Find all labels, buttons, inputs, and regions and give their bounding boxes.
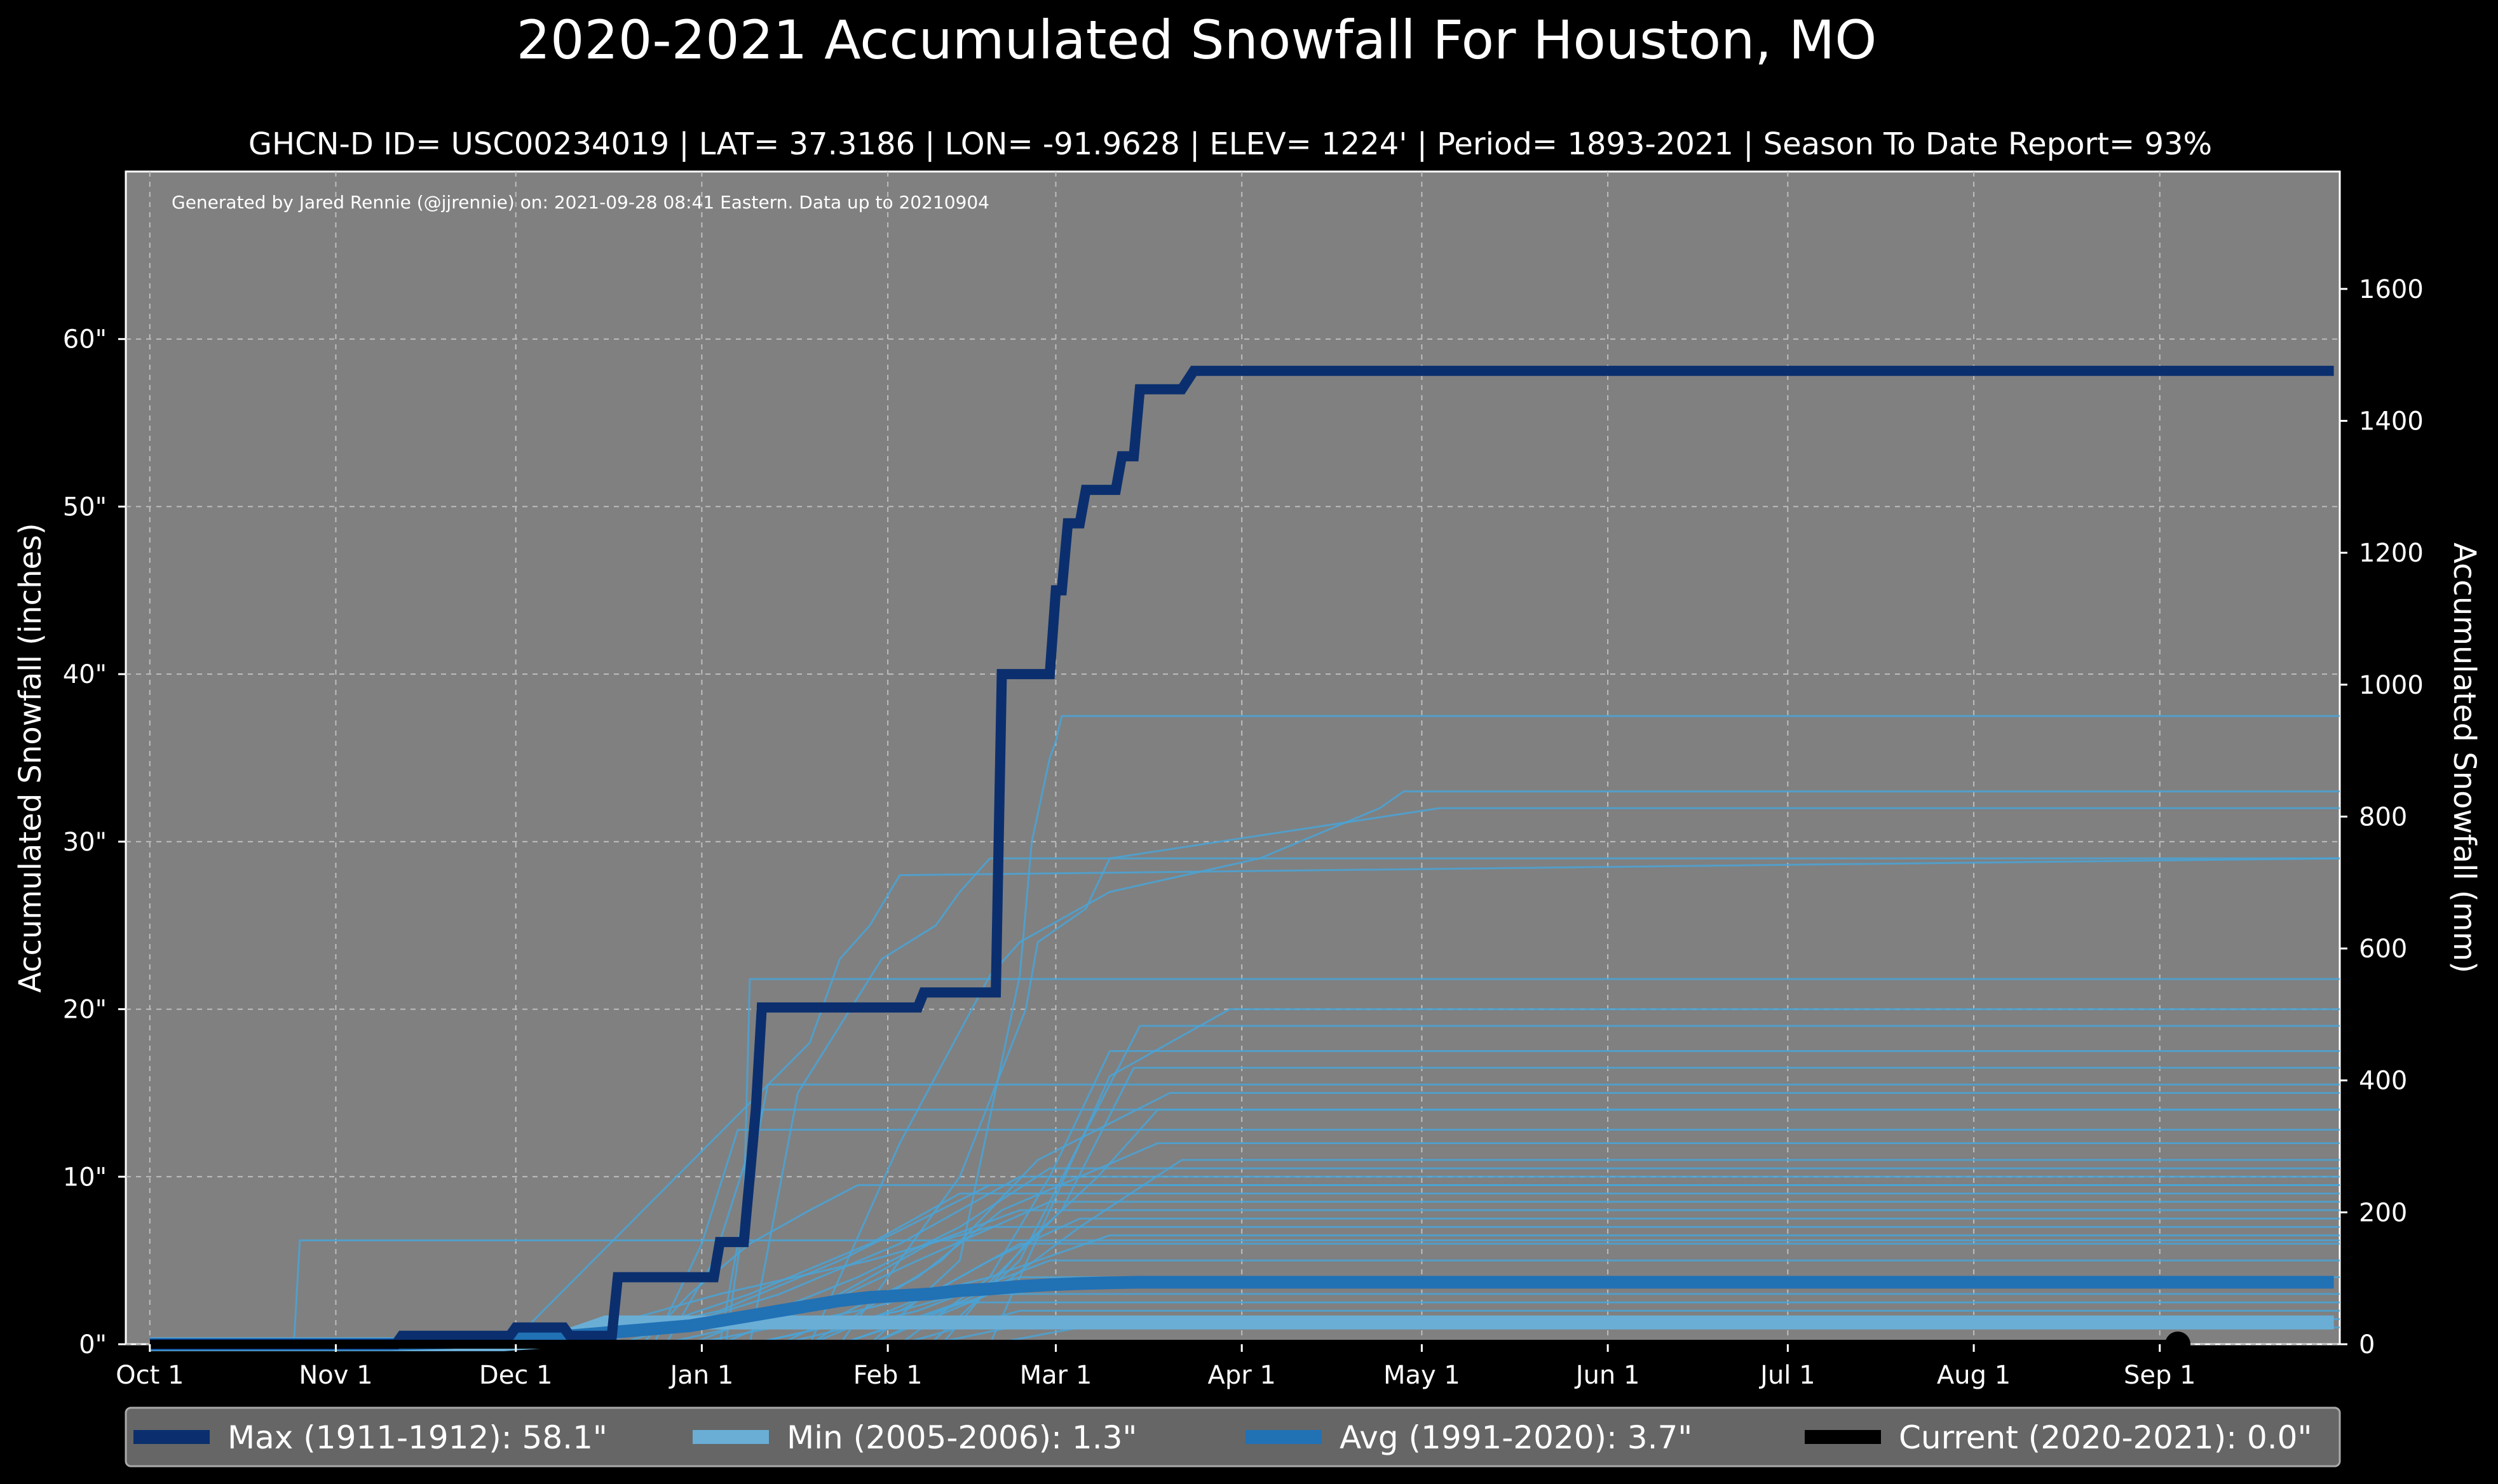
x-tick-label: Jun 1 [1574,1361,1640,1390]
y2-tick-label: 800 [2359,802,2407,832]
avg-series-line [149,1276,2334,1351]
history-line-season-h [149,857,2340,1346]
chart-subtitle: GHCN-D ID= USC00234019 | LAT= 37.3186 | … [248,126,2212,162]
y2-tick-label: 200 [2359,1198,2407,1227]
x-tick-label: Aug 1 [1937,1361,2011,1390]
x-tick-label: May 1 [1383,1361,1460,1390]
credit-text: Generated by Jared Rennie (@jjrennie) on… [172,192,989,213]
y-axis-ticks-right: 0 200 400 600 800 1000 1200 1400 1600 [2340,275,2424,1359]
x-tick-label: Jan 1 [668,1361,733,1390]
y-tick-label: 20" [63,995,107,1025]
x-tick-label: Nov 1 [299,1361,372,1390]
y-tick-label: 60" [63,325,107,354]
legend-label: Current (2020-2021): 0.0" [1899,1419,2312,1456]
y-axis-label-right: Accumulated Snowfall (mm) [2447,543,2482,973]
legend: Max (1911-1912): 58.1" Min (2005-2006): 1… [125,1406,2341,1467]
y-tick-label: 0" [79,1330,107,1359]
y2-tick-label: 1600 [2359,275,2424,304]
y-axis-label-left: Accumulated Snowfall (inches) [13,523,48,993]
y2-tick-label: 1400 [2359,407,2424,436]
y2-tick-label: 1000 [2359,671,2424,700]
x-tick-label: Sep 1 [2124,1361,2196,1390]
y2-tick-label: 600 [2359,934,2407,964]
history-line-season-j [149,790,2340,1346]
x-tick-label: Dec 1 [479,1361,553,1390]
y-tick-label: 40" [63,660,107,689]
legend-label: Avg (1991-2020): 3.7" [1340,1419,1692,1456]
y-tick-label: 10" [63,1163,107,1192]
y2-tick-label: 400 [2359,1067,2407,1096]
y-tick-label: 50" [63,492,107,522]
x-tick-label: Apr 1 [1207,1361,1275,1390]
x-tick-label: Jul 1 [1758,1361,1815,1390]
x-axis-ticks: Oct 1 Nov 1 Dec 1 Jan 1 Feb 1 Mar 1 Apr 1 May 1… [116,1344,2196,1390]
legend-box [125,1406,2341,1467]
legend-label: Min (2005-2006): 1.3" [787,1419,1137,1456]
max-series-line [149,365,2334,1349]
y2-tick-label: 1200 [2359,539,2424,568]
y2-tick-label: 0 [2359,1330,2375,1359]
x-tick-label: Feb 1 [853,1361,923,1390]
x-tick-label: Mar 1 [1020,1361,1092,1390]
x-tick-label: Oct 1 [116,1361,184,1390]
history-line-season-k [149,807,2340,1346]
current-marker [2165,1332,2191,1357]
chart-title: 2020-2021 Accumulated Snowfall For Houst… [517,9,1877,71]
y-axis-ticks-left: 0" 10" 20" 30" 40" 50" 60" [63,325,126,1359]
legend-label: Max (1911-1912): 58.1" [227,1419,608,1456]
y-tick-label: 30" [63,828,107,857]
main-series [149,365,2334,1357]
